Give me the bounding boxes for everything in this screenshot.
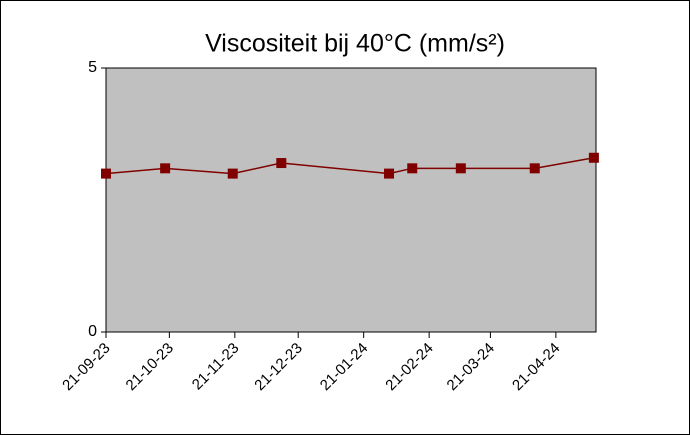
y-tick-label: 0: [88, 323, 97, 340]
plot-area: [105, 67, 597, 333]
point-marker: [160, 163, 171, 174]
point-marker: [529, 163, 540, 174]
point-marker: [276, 158, 287, 169]
chart-title: Viscositeit bij 40°C (mm/s²): [205, 30, 505, 58]
point-marker: [455, 163, 466, 174]
point-marker: [384, 168, 395, 179]
point-marker: [101, 168, 111, 179]
point-marker: [407, 163, 418, 174]
point-marker: [227, 168, 238, 179]
point-marker: [588, 152, 599, 163]
y-tick-label: 5: [88, 59, 97, 76]
